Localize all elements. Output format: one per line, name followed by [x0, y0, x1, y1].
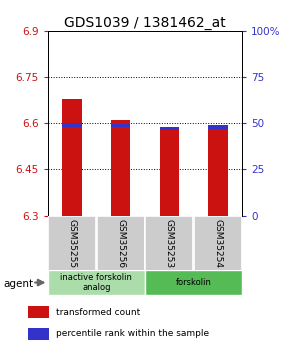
Title: GDS1039 / 1381462_at: GDS1039 / 1381462_at — [64, 16, 226, 30]
Bar — [160, 127, 179, 130]
Bar — [62, 124, 82, 127]
Bar — [194, 216, 242, 271]
Text: agent: agent — [3, 279, 33, 288]
Bar — [48, 216, 96, 271]
Text: GSM35256: GSM35256 — [116, 219, 125, 268]
Text: GSM35255: GSM35255 — [68, 219, 77, 268]
Bar — [145, 216, 193, 271]
Bar — [97, 216, 145, 271]
Bar — [208, 125, 228, 129]
Bar — [208, 126, 228, 216]
Text: inactive forskolin
analog: inactive forskolin analog — [61, 273, 132, 292]
Bar — [111, 120, 130, 216]
Text: GSM35253: GSM35253 — [165, 219, 174, 268]
Text: forskolin: forskolin — [176, 278, 211, 287]
Bar — [48, 270, 145, 295]
Text: percentile rank within the sample: percentile rank within the sample — [56, 329, 209, 338]
Bar — [62, 99, 82, 216]
Bar — [160, 128, 179, 216]
Bar — [111, 124, 130, 127]
Text: GSM35254: GSM35254 — [213, 219, 222, 268]
Bar — [145, 270, 242, 295]
Bar — [28, 328, 49, 340]
Text: transformed count: transformed count — [56, 308, 141, 317]
Bar — [28, 306, 49, 318]
